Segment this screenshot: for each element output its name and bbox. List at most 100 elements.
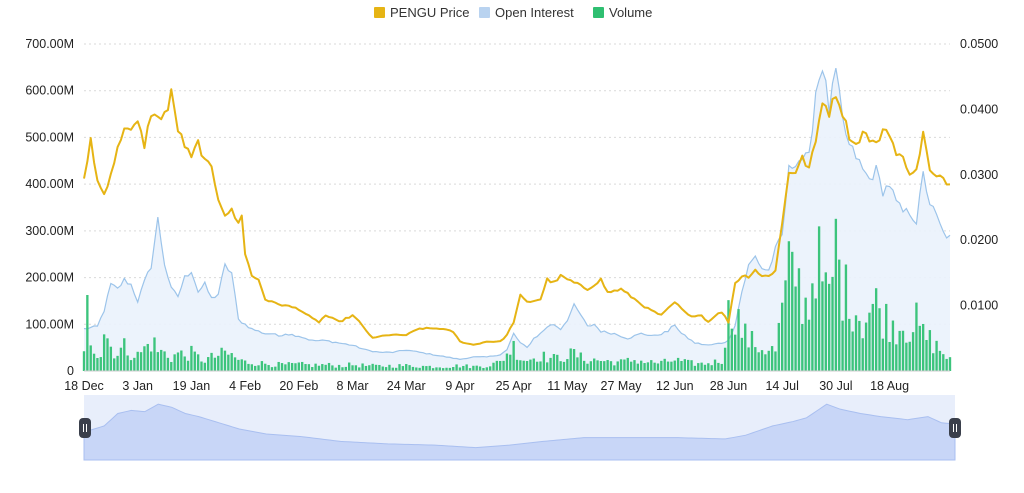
volume-bar xyxy=(525,361,529,371)
volume-bar xyxy=(381,366,384,371)
volume-bar xyxy=(804,297,807,371)
volume-bar xyxy=(720,363,723,371)
volume-bar xyxy=(488,366,492,371)
left-axis: 0 100.00M 200.00M 300.00M 400.00M 500.00M 600.… xyxy=(25,37,74,378)
x-tick-label: 12 Jun xyxy=(656,379,694,393)
volume-bar xyxy=(801,323,804,371)
volume-bar xyxy=(398,364,401,371)
volume-bar xyxy=(519,360,522,371)
volume-bar xyxy=(418,367,421,371)
navigator-handle-left-grip xyxy=(79,418,91,438)
range-navigator[interactable] xyxy=(79,395,961,461)
volume-bar xyxy=(394,367,398,371)
volume-bar xyxy=(616,361,619,371)
volume-bar xyxy=(948,357,952,371)
volume-bar xyxy=(166,357,170,371)
x-tick-label: 24 Mar xyxy=(387,379,426,393)
volume-bar xyxy=(670,361,673,371)
navigator-handle-right[interactable] xyxy=(949,418,961,438)
volume-bar xyxy=(378,364,381,371)
volume-bar xyxy=(294,363,297,371)
volume-bar xyxy=(247,363,250,371)
volume-bar xyxy=(619,359,623,371)
volume-bar xyxy=(767,350,770,371)
volume-bar xyxy=(643,363,646,371)
volume-bar xyxy=(223,350,227,371)
volume-bar xyxy=(546,362,549,371)
volume-bar xyxy=(354,365,358,371)
volume-bar xyxy=(757,352,760,371)
volume-bar xyxy=(421,365,425,371)
volume-bar xyxy=(707,363,710,371)
legend-item-open-interest[interactable]: Open Interest xyxy=(479,5,574,20)
volume-bar xyxy=(868,312,871,371)
volume-bar xyxy=(92,353,96,371)
volume-bar xyxy=(734,334,737,371)
volume-bar xyxy=(227,354,230,371)
volume-bar xyxy=(133,357,136,371)
volume-bar xyxy=(700,362,703,371)
volume-bar xyxy=(331,365,334,371)
volume-bar xyxy=(106,338,109,371)
volume-bar xyxy=(589,361,593,371)
x-tick-label: 4 Feb xyxy=(229,379,261,393)
volume-bar xyxy=(915,302,918,371)
volume-bar xyxy=(938,350,942,371)
volume-bar xyxy=(210,352,213,371)
right-axis: 0.0100 0.0200 0.0300 0.0400 0.0500 xyxy=(960,37,998,313)
volume-bar xyxy=(566,359,569,371)
volume-bar xyxy=(435,367,438,371)
volume-bar xyxy=(512,340,515,371)
volume-bar xyxy=(582,360,586,371)
volume-bar xyxy=(314,363,317,371)
volume-bar xyxy=(687,359,690,371)
volume-bar xyxy=(183,356,186,371)
volume-bar xyxy=(116,355,119,371)
volume-bar xyxy=(901,330,905,371)
navigator-handle-left[interactable] xyxy=(79,418,91,438)
volume-bar xyxy=(301,361,304,371)
volume-bar xyxy=(428,365,431,371)
volume-bar xyxy=(864,322,868,371)
volume-bar xyxy=(754,347,757,371)
volume-bar xyxy=(260,361,264,371)
volume-bar xyxy=(173,354,176,371)
volume-bar xyxy=(190,345,193,371)
volume-bar xyxy=(163,351,166,371)
volume-bar xyxy=(945,358,948,371)
volume-bar xyxy=(874,288,878,371)
legend-item-price[interactable]: PENGU Price xyxy=(374,5,469,20)
right-tick-label: 0.0400 xyxy=(960,102,998,116)
volume-bar xyxy=(96,358,99,371)
volume-bar xyxy=(827,283,831,371)
legend-swatch-open-interest xyxy=(479,7,490,18)
volume-bar xyxy=(254,365,257,371)
volume-bar xyxy=(391,367,394,371)
volume-bar xyxy=(885,303,888,371)
volume-bar xyxy=(455,364,458,371)
volume-bar xyxy=(676,357,680,371)
volume-bar xyxy=(126,355,129,371)
left-tick-label: 300.00M xyxy=(25,224,74,238)
volume-bar xyxy=(911,332,915,371)
volume-bar xyxy=(415,367,418,371)
volume-bar xyxy=(697,363,700,371)
volume-bar xyxy=(119,347,123,371)
volume-bar xyxy=(156,352,160,371)
volume-bar xyxy=(942,354,945,371)
x-tick-label: 25 Apr xyxy=(496,379,532,393)
legend-item-volume[interactable]: Volume xyxy=(593,5,652,20)
volume-bar xyxy=(220,347,223,371)
volume-bar xyxy=(472,365,475,371)
volume-bar xyxy=(136,351,139,371)
volume-bar xyxy=(549,357,552,371)
volume-bar xyxy=(109,346,113,371)
volume-bar xyxy=(811,283,814,371)
x-tick-label: 18 Aug xyxy=(870,379,909,393)
volume-bar xyxy=(492,362,495,371)
x-tick-label: 30 Jul xyxy=(819,379,852,393)
volume-bar xyxy=(599,361,603,371)
price-series xyxy=(83,88,951,346)
legend-label-price: PENGU Price xyxy=(390,5,469,20)
volume-bar xyxy=(186,360,190,371)
